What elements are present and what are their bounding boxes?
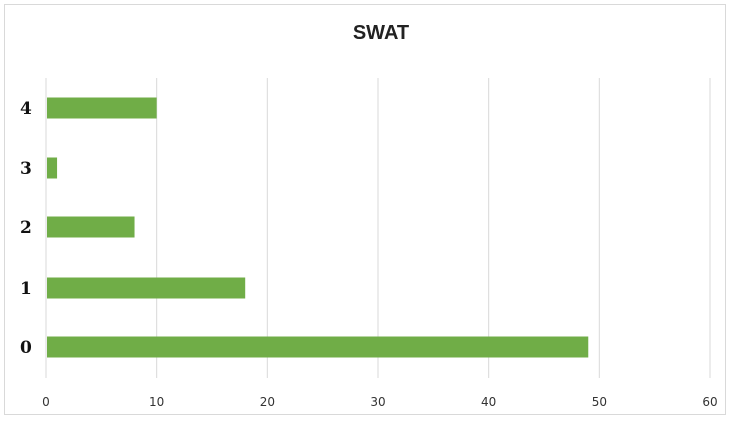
x-tick-label-50: 50	[592, 395, 607, 409]
bar-4	[47, 97, 157, 119]
bar-2	[47, 216, 135, 238]
y-tick-label-1: 1	[20, 279, 32, 299]
y-tick-label-2: 2	[20, 218, 32, 238]
bar-1	[47, 277, 246, 299]
x-tick-label-0: 0	[42, 395, 50, 409]
x-tick-label-10: 10	[149, 395, 164, 409]
y-tick-label-0: 0	[20, 338, 32, 358]
x-tick-label-20: 20	[260, 395, 275, 409]
x-tick-label-60: 60	[702, 395, 717, 409]
y-tick-label-4: 4	[20, 99, 32, 119]
y-tick-label-3: 3	[20, 159, 32, 179]
x-tick-label-40: 40	[481, 395, 496, 409]
x-tick-label-30: 30	[370, 395, 385, 409]
chart-title: SWAT	[352, 22, 410, 44]
bar-3	[47, 157, 58, 179]
bar-0	[47, 336, 589, 358]
